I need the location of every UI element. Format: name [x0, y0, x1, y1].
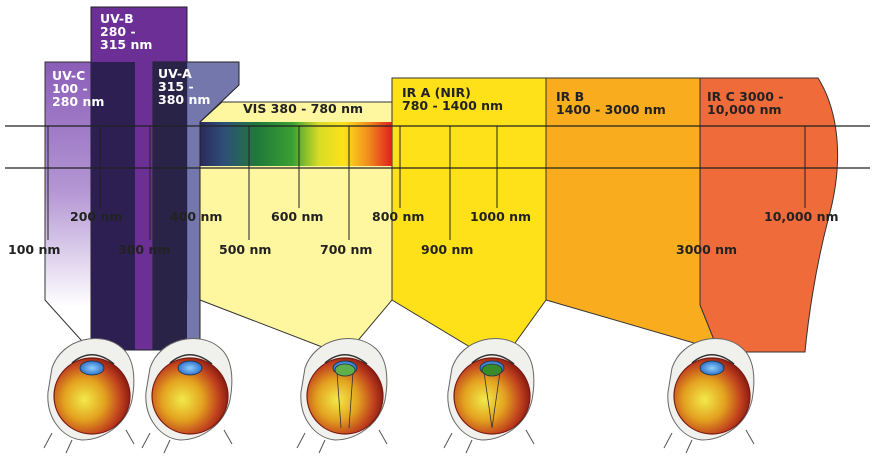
eye-uv-a-illustration	[141, 337, 233, 454]
wavelength-label-200: 200 nm	[70, 209, 122, 224]
uvc-label: UV-C 100 -280 nm	[52, 68, 104, 109]
irc-label: IR C 3000 -10,000 nm	[707, 89, 783, 117]
eye-ir-b-ir-c-illustration	[663, 337, 755, 454]
wavelength-label-700: 700 nm	[320, 242, 372, 257]
wavelength-label-800: 800 nm	[372, 209, 424, 224]
wavelength-label-100: 100 nm	[8, 242, 60, 257]
wavelength-label-900: 900 nm	[421, 242, 473, 257]
wavelength-label-10000: 10,000 nm	[764, 209, 839, 224]
eye-visible-illustration	[296, 337, 388, 454]
irb-label: IR B 1400 - 3000 nm	[556, 89, 666, 117]
wavelength-label-1000: 1000 nm	[470, 209, 531, 224]
wavelength-label-400: 400 nm	[170, 209, 222, 224]
ira-label: IR A (NIR) 780 - 1400 nm	[402, 85, 503, 113]
uvb-label: UV-B 280 -315 nm	[100, 11, 152, 52]
vis-label: VIS 380 - 780 nm	[243, 101, 363, 116]
eye-uv-c-uv-b-illustration	[43, 337, 135, 454]
visible-spectrum-strip	[200, 122, 392, 166]
irb-band	[545, 77, 719, 351]
uva-uvb-overlap	[153, 62, 187, 350]
wavelength-label-300: 300 nm	[118, 242, 170, 257]
wavelength-label-3000: 3000 nm	[676, 242, 737, 257]
uvb-uvc-overlap	[91, 62, 135, 350]
uva-label: UV-A 315 -380 nm	[158, 66, 210, 107]
wavelength-label-600: 600 nm	[271, 209, 323, 224]
wavelength-label-500: 500 nm	[219, 242, 271, 257]
irc-band	[699, 77, 839, 353]
eye-ir-a-illustration	[443, 337, 535, 454]
